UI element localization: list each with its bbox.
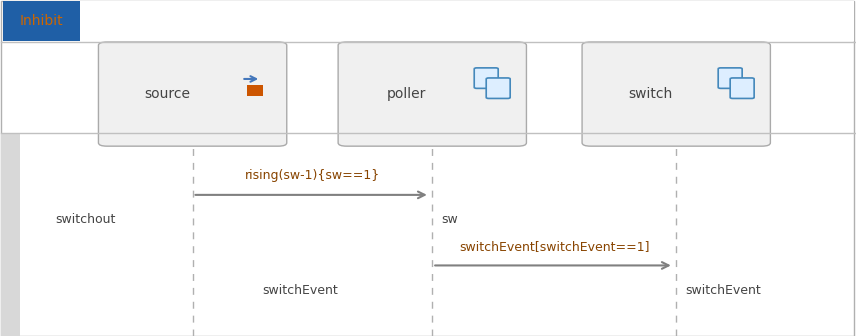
FancyBboxPatch shape: [1, 133, 20, 336]
FancyBboxPatch shape: [3, 1, 80, 41]
FancyBboxPatch shape: [247, 85, 263, 96]
Text: switchEvent[switchEvent==1]: switchEvent[switchEvent==1]: [459, 240, 650, 253]
Text: switchEvent: switchEvent: [263, 284, 338, 297]
Text: Inhibit: Inhibit: [20, 14, 62, 28]
FancyBboxPatch shape: [486, 78, 510, 98]
Text: rising(sw-1){sw==1}: rising(sw-1){sw==1}: [245, 169, 380, 182]
Text: poller: poller: [387, 87, 426, 101]
Text: switchout: switchout: [55, 213, 116, 226]
Text: sw: sw: [441, 213, 458, 226]
Text: switch: switch: [628, 87, 673, 101]
FancyBboxPatch shape: [98, 42, 287, 146]
FancyBboxPatch shape: [474, 68, 498, 88]
FancyBboxPatch shape: [582, 42, 770, 146]
Text: source: source: [144, 87, 190, 101]
FancyBboxPatch shape: [80, 1, 854, 41]
FancyBboxPatch shape: [338, 42, 526, 146]
Text: switchEvent: switchEvent: [685, 284, 760, 297]
FancyBboxPatch shape: [718, 68, 742, 88]
FancyBboxPatch shape: [730, 78, 754, 98]
